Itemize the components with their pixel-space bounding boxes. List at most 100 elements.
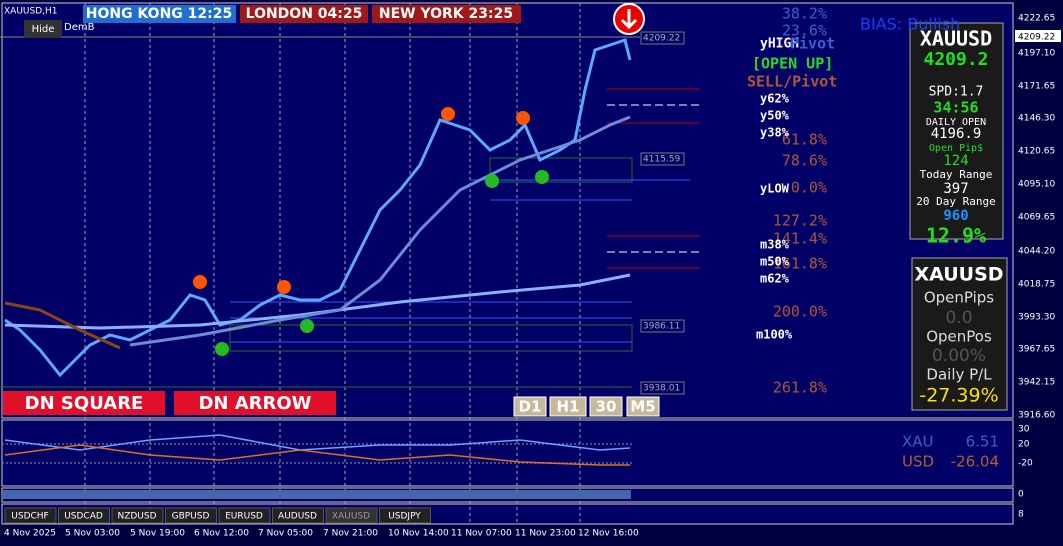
time-tick-label: 11 Nov 23:00 (515, 529, 576, 539)
symbol-tab-label[interactable]: EURUSD (225, 512, 263, 522)
price-tick-label: 4069.65 (1018, 213, 1055, 223)
timeframe-button[interactable] (589, 396, 623, 417)
box-label: 4209.22 (643, 34, 680, 44)
symbol-tab[interactable] (325, 507, 378, 524)
price-tick-label: 4044.20 (1018, 247, 1055, 257)
demo-label: DemB (64, 22, 95, 33)
symbol-tab[interactable] (111, 507, 164, 524)
level-tag: m50% (760, 255, 790, 269)
symbol-label: XAUUSD,H1 (4, 7, 58, 17)
fib-level: 261.8% (773, 379, 827, 397)
pl-symbol: XAUUSD (914, 264, 1003, 286)
price-tick-label: 3916.60 (1018, 411, 1055, 421)
fib-level: 141.4% (773, 230, 827, 248)
info-panel (909, 22, 1004, 240)
dn-arrow-button[interactable] (174, 391, 336, 415)
symbol-tab[interactable] (379, 507, 431, 524)
level-tag: Pivot (790, 35, 835, 53)
time-tick-label: 12 Nov 16:00 (578, 529, 639, 539)
symbol-tab[interactable] (165, 507, 217, 524)
price-tick-label: 4222.65 (1018, 14, 1055, 24)
clock: HONG KONG 12:25 (86, 6, 232, 22)
indicator-traces (2, 434, 632, 466)
info-range20: 960 (943, 208, 968, 224)
clock-hk-bg (83, 5, 236, 23)
time-tick-label: 11 Nov 07:00 (451, 529, 512, 539)
clock: LONDON 04:25 (246, 6, 363, 22)
symbol-tab[interactable] (4, 507, 57, 524)
symbol-tab-label[interactable]: USDCHF (11, 512, 48, 522)
box-label-bg (640, 319, 685, 333)
price-tick-label: 4120.65 (1018, 147, 1055, 157)
time-tick-label: 7 Nov 21:00 (323, 529, 378, 539)
clock: NEW YORK 23:25 (379, 6, 513, 22)
price-tick-label: 3967.65 (1018, 345, 1055, 355)
indicator-tick-label: -20 (1018, 459, 1033, 469)
time-tick-label: 10 Nov 14:00 (388, 529, 449, 539)
current-price-tag (1015, 30, 1061, 42)
level-tag: yLOW (760, 182, 790, 196)
fib-level: 38.2% (782, 5, 827, 23)
time-grid (84, 3, 581, 524)
usd-value: -26.04 (951, 453, 999, 471)
timeframe-label[interactable]: H1 (557, 398, 580, 416)
strength-bar (3, 490, 631, 499)
symbol-tab-label[interactable]: XAUUSD (332, 512, 370, 522)
signal-dots (193, 3, 645, 356)
info-daily-open: 4196.9 (931, 126, 982, 142)
timeframe-label[interactable]: M5 (630, 398, 655, 416)
symbol-tab-label[interactable]: GBPUSD (172, 512, 210, 522)
timeframe-label[interactable]: D1 (519, 398, 542, 416)
indicator-area (1, 419, 1014, 487)
info-today-range: 397 (943, 181, 968, 197)
info-daily-open-label: DAILY OPEN (926, 117, 986, 128)
timeframe-button[interactable] (626, 396, 660, 417)
button-label[interactable]: DN ARROW (198, 393, 311, 414)
price-trace (4, 38, 632, 378)
symbol-tab[interactable] (58, 507, 110, 524)
timeframe-label[interactable]: 30 (596, 398, 617, 416)
price-tick-label: 4018.75 (1018, 280, 1055, 290)
xau-label: XAU (902, 433, 934, 451)
fib-level: 0.0% (791, 179, 827, 197)
moving-averages (4, 115, 631, 350)
fib-level: 127.2% (773, 212, 827, 230)
price-tick-label: 4095.10 (1018, 180, 1055, 190)
info-open-pips-label: Open Pip$ (929, 143, 983, 154)
time-tick-label: 5 Nov 19:00 (130, 529, 185, 539)
level-tag: m62% (760, 272, 790, 286)
timeframe-button[interactable] (549, 396, 587, 417)
box-label: 4115.59 (643, 155, 680, 165)
symbol-tab[interactable] (218, 507, 271, 524)
dn-square-button[interactable] (3, 391, 165, 415)
indicator-tick-label: 30 (1018, 425, 1030, 435)
symbol-tab-label[interactable]: USDCAD (64, 512, 103, 522)
info-open-pips: 124 (943, 153, 968, 169)
info-percent: 12.9% (926, 224, 986, 248)
price-tick-label: 3993.30 (1018, 313, 1055, 323)
level-tag: yHIGH (760, 37, 799, 52)
hide-label[interactable]: Hide (32, 24, 55, 35)
pl-panel (911, 257, 1008, 411)
price-tick-label: 4171.65 (1018, 82, 1055, 92)
pl-open-pos-label: OpenPos (926, 328, 992, 346)
symbol-tab-label[interactable]: NZDUSD (117, 512, 156, 522)
level-tag: y62% (760, 92, 790, 106)
symbol-tab-label[interactable]: USDJPY (388, 512, 421, 522)
pl-daily-pl: -27.39% (919, 385, 998, 407)
time-tick-label: 7 Nov 05:00 (258, 529, 313, 539)
box-label: 3938.01 (643, 384, 680, 394)
price-tick-label: 4146.30 (1018, 114, 1055, 124)
level-tag: m38% (760, 238, 790, 252)
button-label[interactable]: DN SQUARE (25, 393, 144, 414)
symbol-tab-label[interactable]: AUDUSD (278, 512, 317, 522)
hide-button[interactable] (24, 20, 62, 38)
timeframe-button[interactable] (513, 396, 547, 417)
time-tick-label: 5 Nov 03:00 (65, 529, 120, 539)
symbol-tab[interactable] (272, 507, 324, 524)
level-tag: SELL/Pivot (747, 73, 837, 91)
box-label-bg (640, 381, 685, 395)
level-tag: [OPEN UP] (752, 55, 833, 73)
pl-open-pips-label: OpenPips (924, 289, 994, 307)
